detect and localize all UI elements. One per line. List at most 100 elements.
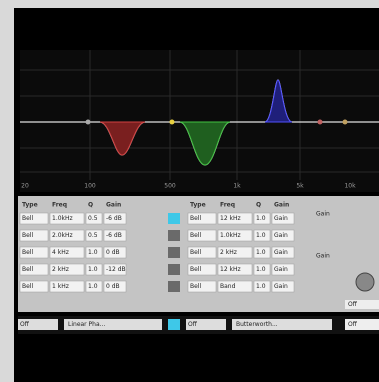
cell[interactable] [19,246,49,259]
cell[interactable] [217,263,253,276]
band-toggle[interactable] [168,230,180,241]
band-blue [264,79,293,123]
cell-text: 1.0 [256,232,266,239]
band-handle[interactable] [85,119,91,125]
cell[interactable] [49,212,85,225]
cell-text: 1.0 [88,266,98,273]
cell-text: Bell [190,215,201,222]
cell[interactable] [217,246,253,259]
cell-text: 1.0 [256,215,266,222]
x-axis-label: 500 [164,183,176,190]
cell-text: Bell [190,249,201,256]
cell-text: 12 kHz [220,266,241,273]
cell-text: Gain [274,249,288,256]
column-header: Q [256,202,261,209]
cell-text: 2 kHz [220,249,237,256]
cell[interactable] [187,280,217,293]
cell[interactable] [271,212,295,225]
band-handle[interactable] [342,119,348,125]
cell-text: 1.0kHz [220,232,241,239]
cell[interactable] [253,212,271,225]
x-axis-label: 5k [296,183,304,190]
cell[interactable] [85,280,103,293]
dropdown[interactable] [186,319,226,330]
cell[interactable] [103,212,127,225]
cell[interactable] [85,263,103,276]
knob[interactable] [355,272,375,292]
cell[interactable] [103,229,127,242]
x-axis-label: 10k [344,183,356,190]
link-toggle[interactable] [168,319,180,330]
cell-text: -6 dB [106,232,122,239]
column-header: Gain [274,202,289,209]
column-header: Freq [52,202,67,209]
dropdown[interactable] [64,319,162,330]
cell-text: Bell [22,215,33,222]
cell-text: 0.5 [88,232,98,239]
column-header: Q [88,202,93,209]
cell[interactable] [49,246,85,259]
side-label: Gain [316,253,330,260]
band-toggle[interactable] [168,247,180,258]
cell-text: 0 dB [106,249,120,256]
cell[interactable] [49,280,85,293]
cell-text: 2 kHz [52,266,69,273]
cell[interactable] [85,246,103,259]
cell-text: 4 kHz [52,249,69,256]
cell[interactable] [217,280,253,293]
column-header: Freq [220,202,235,209]
cell-text: 1.0 [88,249,98,256]
cell-text: -12 dB [106,266,126,273]
band-toggle[interactable] [168,281,180,292]
dropdown-text: Butterworth... [236,321,278,328]
cell[interactable] [19,212,49,225]
cell-text: 1.0 [256,249,266,256]
cell[interactable] [103,246,127,259]
cell[interactable] [253,246,271,259]
band-toggle[interactable] [168,264,180,275]
cell[interactable] [217,212,253,225]
side-field[interactable] [345,319,379,330]
cell[interactable] [49,229,85,242]
column-header: Gain [106,202,121,209]
band-toggle[interactable] [168,213,180,224]
cell[interactable] [19,229,49,242]
dropdown-text: Off [20,321,30,328]
cell[interactable] [19,263,49,276]
band-handle[interactable] [317,119,323,125]
cell[interactable] [85,229,103,242]
cell[interactable] [187,212,217,225]
cell[interactable] [253,280,271,293]
cell[interactable] [187,246,217,259]
cell-text: Bell [190,283,201,290]
cell-text: Band [220,283,236,290]
cell[interactable] [187,229,217,242]
cell[interactable] [271,280,295,293]
dropdown-text: Linear Pha... [68,321,105,328]
cell[interactable] [103,280,127,293]
cell[interactable] [271,246,295,259]
cell[interactable] [217,229,253,242]
cell[interactable] [253,263,271,276]
cell[interactable] [253,229,271,242]
eq-graph [20,50,379,192]
cell-text: Gain [274,283,288,290]
cell[interactable] [49,263,85,276]
cell[interactable] [187,263,217,276]
cell[interactable] [85,212,103,225]
cell-text: -6 dB [106,215,122,222]
cell[interactable] [271,263,295,276]
dropdown[interactable] [18,319,58,330]
side-field[interactable] [345,300,379,309]
cell-text: Bell [22,283,33,290]
band-handle[interactable] [169,119,175,125]
dropdown[interactable] [232,319,332,330]
band-green [179,121,231,166]
cell[interactable] [103,263,127,276]
cell-text: 1 kHz [52,283,69,290]
cell[interactable] [19,280,49,293]
cell[interactable] [271,229,295,242]
cell-text: Bell [22,232,33,239]
